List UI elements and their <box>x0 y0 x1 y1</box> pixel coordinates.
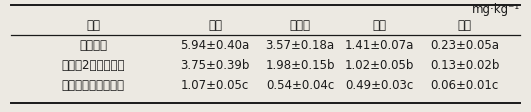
Text: 醇类: 醇类 <box>458 19 472 32</box>
Text: 1.41±0.07a: 1.41±0.07a <box>345 38 414 51</box>
Text: 实施例2冻干草莓片: 实施例2冻干草莓片 <box>61 58 125 71</box>
Text: 醛类: 醛类 <box>373 19 387 32</box>
Text: 3.75±0.39b: 3.75±0.39b <box>181 58 250 71</box>
Text: mg·kg⁻¹: mg·kg⁻¹ <box>472 3 520 16</box>
Text: 0.23±0.05a: 0.23±0.05a <box>430 38 499 51</box>
Text: 样品: 样品 <box>86 19 100 32</box>
Text: 1.07±0.05c: 1.07±0.05c <box>181 79 249 92</box>
Text: 酯类: 酯类 <box>208 19 222 32</box>
Text: 1.98±0.15b: 1.98±0.15b <box>266 58 335 71</box>
Text: 0.06±0.01c: 0.06±0.01c <box>431 79 499 92</box>
Text: 3.57±0.18a: 3.57±0.18a <box>266 38 335 51</box>
Text: 5.94±0.40a: 5.94±0.40a <box>181 38 250 51</box>
Text: 0.54±0.04c: 0.54±0.04c <box>266 79 334 92</box>
Text: 萜烯类: 萜烯类 <box>289 19 311 32</box>
Text: 1.02±0.05b: 1.02±0.05b <box>345 58 414 71</box>
Text: 0.49±0.03c: 0.49±0.03c <box>346 79 414 92</box>
Text: 0.13±0.02b: 0.13±0.02b <box>430 58 499 71</box>
Text: 普通方法冻干草莓片: 普通方法冻干草莓片 <box>62 79 124 92</box>
Text: 新鲜草莓: 新鲜草莓 <box>79 38 107 51</box>
